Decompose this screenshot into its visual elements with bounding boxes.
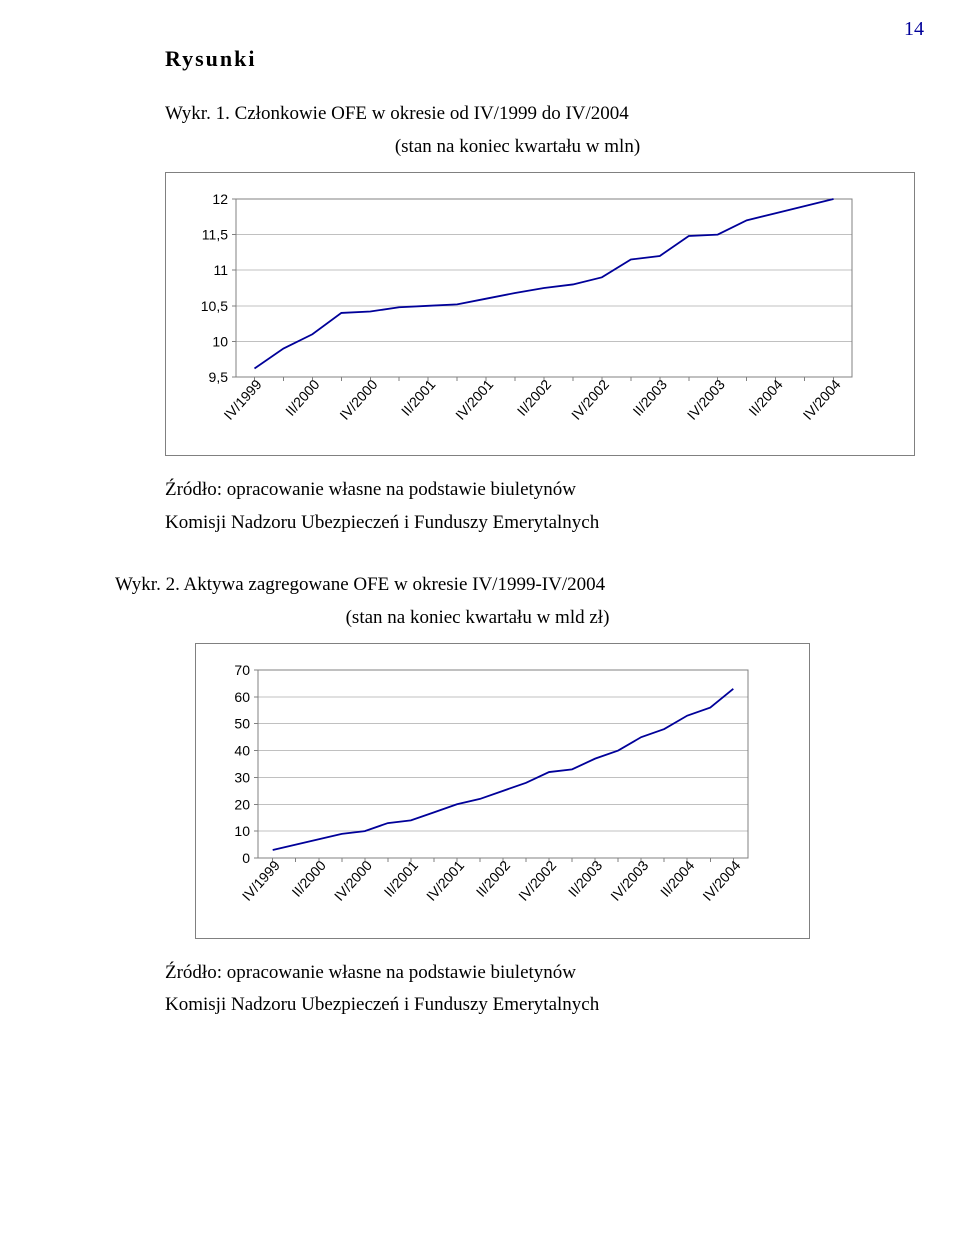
- figure-2-chart: 010203040506070IV/1999II/2000IV/2000II/2…: [210, 658, 765, 930]
- figure-2-label: Wykr. 2. Aktywa zagregowane OFE w okresi…: [115, 569, 870, 601]
- source-line-1: Źródło: opracowanie własne na podstawie …: [165, 479, 576, 500]
- svg-text:IV/2002: IV/2002: [515, 857, 559, 904]
- svg-text:IV/2004: IV/2004: [699, 857, 743, 904]
- svg-text:IV/2002: IV/2002: [568, 376, 612, 423]
- svg-text:0: 0: [242, 850, 250, 866]
- section-heading: Rysunki: [165, 46, 870, 72]
- svg-text:IV/2000: IV/2000: [336, 376, 380, 423]
- svg-text:II/2004: II/2004: [745, 376, 786, 419]
- svg-text:50: 50: [234, 716, 250, 732]
- source-line-1: Źródło: opracowanie własne na podstawie …: [165, 962, 576, 983]
- svg-text:60: 60: [234, 689, 250, 705]
- svg-text:11,5: 11,5: [202, 227, 228, 243]
- page-number: 14: [904, 18, 924, 41]
- svg-text:II/2004: II/2004: [657, 857, 698, 900]
- svg-text:11: 11: [213, 262, 228, 278]
- svg-text:IV/2000: IV/2000: [331, 857, 375, 904]
- figure-1-subtitle: (stan na koniec kwartału w mln): [165, 136, 870, 158]
- svg-text:9,5: 9,5: [209, 369, 229, 385]
- svg-text:II/2002: II/2002: [473, 857, 514, 900]
- svg-text:10: 10: [234, 823, 250, 839]
- document-page: 14 Rysunki Wykr. 1. Członkowie OFE w okr…: [0, 0, 960, 1255]
- figure-1-label: Wykr. 1. Członkowie OFE w okresie od IV/…: [165, 98, 870, 130]
- svg-text:10,5: 10,5: [201, 298, 228, 314]
- figure-1-source: Źródło: opracowanie własne na podstawie …: [165, 474, 870, 539]
- svg-text:IV/2003: IV/2003: [607, 857, 651, 904]
- svg-text:70: 70: [234, 662, 250, 678]
- svg-text:20: 20: [234, 796, 250, 812]
- svg-text:12: 12: [212, 191, 228, 207]
- figure-2-source: Źródło: opracowanie własne na podstawie …: [165, 957, 870, 1022]
- svg-text:II/2002: II/2002: [514, 376, 555, 419]
- svg-text:IV/2001: IV/2001: [452, 376, 496, 423]
- figure-2-subtitle: (stan na koniec kwartału w mld zł): [85, 607, 870, 629]
- svg-text:IV/2001: IV/2001: [423, 857, 467, 904]
- svg-text:II/2000: II/2000: [288, 857, 329, 900]
- source-line-2: Komisji Nadzoru Ubezpieczeń i Funduszy E…: [165, 512, 599, 533]
- svg-text:30: 30: [234, 770, 250, 786]
- svg-text:II/2001: II/2001: [381, 857, 422, 900]
- svg-text:II/2001: II/2001: [398, 376, 439, 419]
- svg-text:IV/2004: IV/2004: [800, 376, 844, 423]
- figure-2-frame: 010203040506070IV/1999II/2000IV/2000II/2…: [195, 643, 810, 939]
- svg-text:10: 10: [212, 334, 228, 350]
- figure-1-frame: 9,51010,51111,512IV/1999II/2000IV/2000II…: [165, 172, 915, 456]
- svg-text:II/2003: II/2003: [629, 376, 670, 419]
- svg-text:IV/2003: IV/2003: [684, 376, 728, 423]
- source-line-2: Komisji Nadzoru Ubezpieczeń i Funduszy E…: [165, 994, 599, 1015]
- figure-1-chart: 9,51010,51111,512IV/1999II/2000IV/2000II…: [180, 187, 870, 447]
- svg-text:40: 40: [234, 743, 250, 759]
- svg-text:II/2000: II/2000: [282, 376, 323, 419]
- svg-text:II/2003: II/2003: [565, 857, 606, 900]
